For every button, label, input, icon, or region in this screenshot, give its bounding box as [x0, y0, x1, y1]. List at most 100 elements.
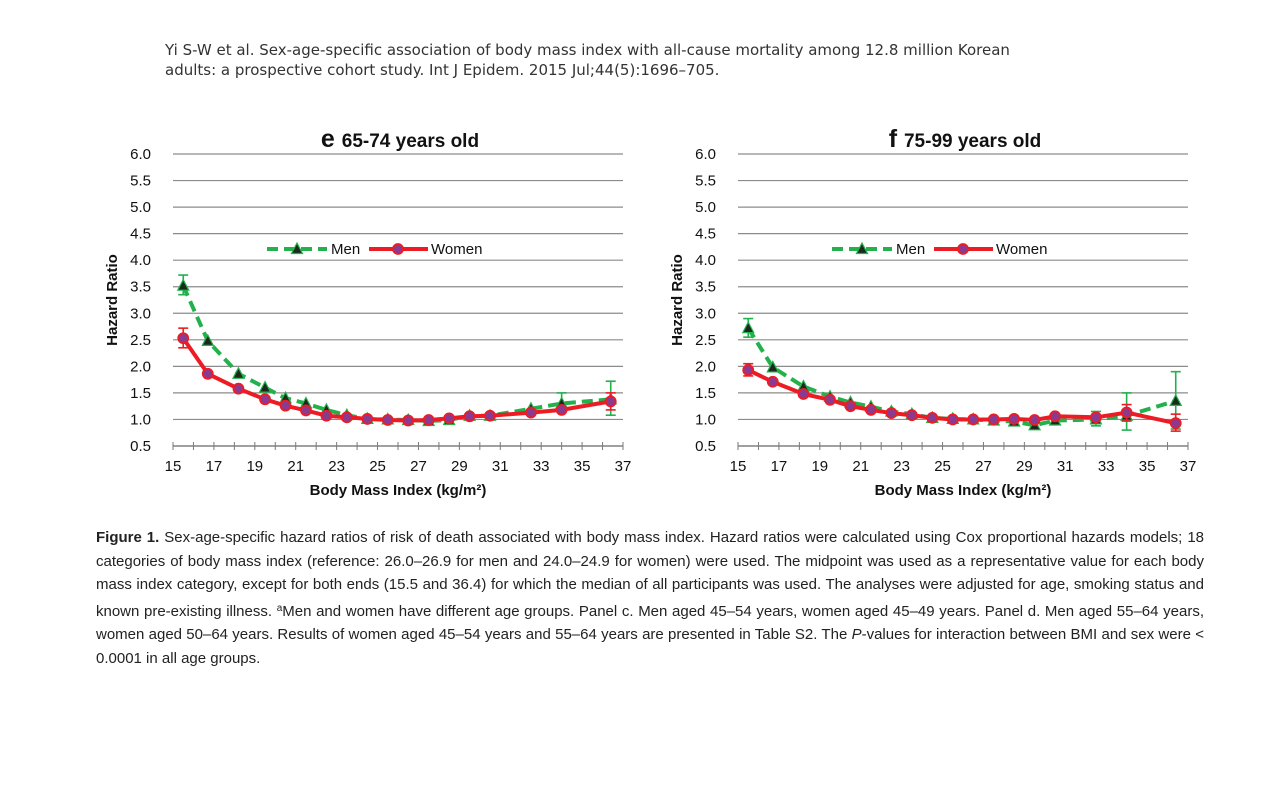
x-tick-label-5: 25: [934, 458, 951, 475]
data-point-women: [742, 364, 755, 376]
x-tick-label-3: 21: [287, 458, 304, 475]
x-tick-label-2: 19: [811, 458, 828, 475]
x-tick-label-0: 15: [165, 458, 182, 475]
y-tick-label-11: 6.0: [695, 146, 716, 163]
series-line-women: [747, 368, 1177, 426]
y-tick-label-0: 0.5: [695, 438, 716, 455]
x-tick-label-9: 33: [533, 458, 550, 475]
series-women: [177, 327, 617, 427]
caption-text-1: Sex-age-specific hazard ratios of risk o…: [96, 529, 1204, 620]
y-tick-label-5: 3.0: [695, 305, 716, 322]
y-tick-label-9: 5.0: [130, 199, 151, 216]
legend-women-label: Women: [431, 241, 482, 258]
data-point-women: [402, 414, 415, 427]
y-tick-label-10: 5.5: [695, 173, 716, 190]
x-tick-label-6: 27: [410, 458, 427, 475]
data-point-men: [231, 366, 245, 379]
data-point-women: [865, 403, 877, 416]
data-point-women: [797, 388, 810, 400]
data-point-men: [258, 380, 272, 393]
legend-men-marker: [290, 241, 304, 255]
data-point-men: [1169, 393, 1183, 406]
legend-men-label: Men: [896, 241, 925, 258]
y-tick-label-2: 1.5: [130, 385, 151, 402]
y-tick-label-0: 0.5: [130, 438, 151, 455]
caption-text-2: Men and women have different age groups.…: [96, 602, 1204, 644]
data-point-women: [177, 332, 190, 345]
data-point-women: [555, 403, 568, 416]
legend: Men Women: [832, 241, 1047, 258]
x-tick-label-7: 29: [1016, 458, 1033, 475]
data-point-women: [844, 400, 857, 413]
data-point-women: [604, 395, 617, 408]
x-tick-label-11: 37: [615, 458, 632, 475]
data-point-women: [201, 367, 214, 380]
chart-title: f 75-99 years old: [889, 125, 1042, 153]
data-point-men: [201, 333, 215, 346]
series-line-men: [746, 327, 1177, 428]
x-tick-label-4: 23: [893, 458, 910, 475]
y-tick-label-9: 5.0: [695, 199, 716, 216]
chart-title-letter: f: [889, 125, 904, 153]
citation-line-2: adults: a prospective cohort study. Int …: [165, 61, 720, 79]
data-point-women: [381, 414, 394, 426]
citation-line-1: Yi S-W et al. Sex-age-specific associati…: [165, 41, 1010, 59]
caption-text-3: -values for interaction between BMI and …: [96, 626, 1204, 667]
data-point-women: [361, 413, 374, 425]
data-point-women: [766, 375, 779, 388]
x-tick-label-1: 17: [206, 458, 223, 475]
figure-caption: Figure 1. Sex-age-specific hazard ratios…: [96, 526, 1204, 670]
y-tick-label-8: 4.5: [130, 226, 151, 243]
chart-title-text: 65-74 years old: [342, 131, 479, 152]
y-tick-label-7: 4.0: [695, 252, 716, 269]
chart-title-text: 75-99 years old: [904, 131, 1041, 152]
x-tick-label-8: 31: [492, 458, 509, 475]
data-point-women: [1028, 414, 1041, 426]
series-women: [742, 362, 1182, 432]
chart-title: e 65-74 years old: [321, 125, 479, 153]
y-axis-title: Hazard Ratio: [669, 254, 686, 346]
x-tick-label-2: 19: [246, 458, 263, 475]
data-point-women: [525, 406, 537, 419]
data-point-men: [766, 360, 780, 373]
data-point-women: [926, 411, 939, 424]
legend: Men Women: [267, 241, 482, 258]
data-point-women: [885, 407, 898, 419]
x-axis-title: Body Mass Index (kg/m²): [875, 482, 1052, 499]
legend-women-marker: [957, 243, 969, 255]
chart-panel-f: 0.5 1.0 1.5 2.0 2.5 3.0 3.5 4.0 4.5 5.0 5.5 6.0 15 17…: [669, 125, 1196, 499]
legend-men-label: Men: [331, 241, 360, 258]
data-point-women: [232, 382, 245, 395]
series-line-men: [181, 284, 611, 423]
legend-women-marker: [392, 243, 404, 255]
y-tick-label-7: 4.0: [130, 252, 151, 269]
data-point-women: [1120, 406, 1133, 419]
y-tick-label-3: 2.0: [130, 358, 151, 375]
x-axis-title: Body Mass Index (kg/m²): [310, 482, 487, 499]
caption-label: Figure 1.: [96, 529, 160, 546]
data-point-women: [824, 393, 836, 406]
x-tick-label-10: 35: [1139, 458, 1156, 475]
legend-men-marker: [855, 241, 869, 255]
data-point-women: [987, 413, 1000, 426]
y-tick-label-8: 4.5: [695, 226, 716, 243]
x-tick-label-1: 17: [771, 458, 788, 475]
chart-panel-e: 0.5 1.0 1.5 2.0 2.5 3.0 3.5 4.0 4.5 5.0 5.5 6.0 15 17…: [104, 125, 632, 499]
data-point-women: [463, 410, 476, 423]
data-point-women: [484, 409, 496, 422]
x-tick-label-0: 15: [730, 458, 747, 475]
series-men: [176, 274, 618, 427]
y-tick-label-2: 1.5: [695, 385, 716, 402]
chart-title-letter: e: [321, 125, 342, 153]
y-tick-label-5: 3.0: [130, 305, 151, 322]
data-point-women: [1049, 410, 1061, 423]
data-point-women: [259, 393, 271, 406]
y-tick-label-6: 3.5: [130, 279, 151, 296]
data-point-women: [300, 404, 312, 417]
y-tick-label-4: 2.5: [130, 332, 151, 349]
y-tick-label-4: 2.5: [695, 332, 716, 349]
data-point-women: [279, 399, 292, 412]
x-tick-label-9: 33: [1098, 458, 1115, 475]
x-tick-label-4: 23: [328, 458, 345, 475]
y-tick-label-1: 1.0: [130, 411, 151, 428]
